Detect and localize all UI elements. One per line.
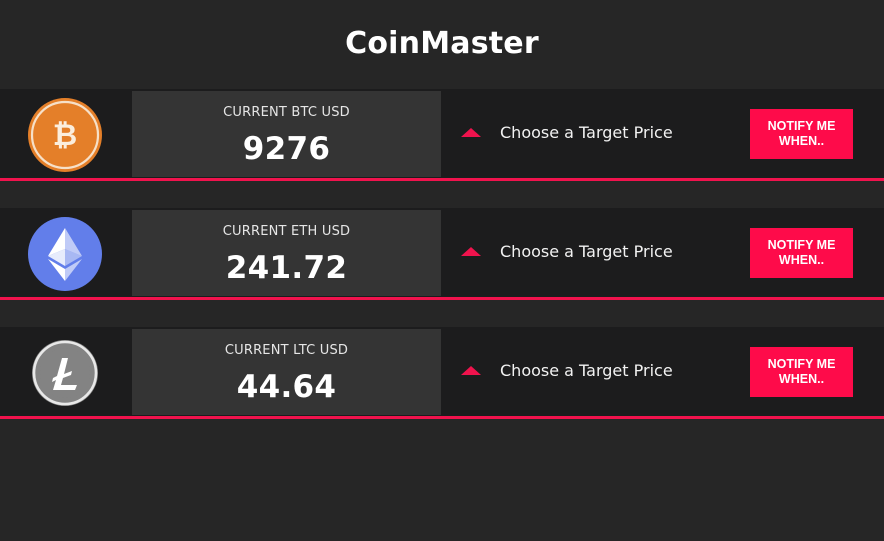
coin-row-eth: CURRENT ETH USD 241.72 Choose a Target P… <box>0 208 884 300</box>
btc-target-price-toggle[interactable]: Choose a Target Price <box>461 123 673 142</box>
coin-row-ltc: CURRENT LTC USD 44.64 Choose a Target Pr… <box>0 327 884 419</box>
ltc-notify-button[interactable]: NOTIFY ME WHEN.. <box>750 347 853 397</box>
ltc-price-box: CURRENT LTC USD 44.64 <box>132 329 441 415</box>
coin-row-btc: ₿ CURRENT BTC USD 9276 Choose a Target P… <box>0 89 884 181</box>
eth-target-price-toggle[interactable]: Choose a Target Price <box>461 242 673 261</box>
btc-price-label: CURRENT BTC USD <box>223 105 350 120</box>
eth-price-label: CURRENT ETH USD <box>222 224 351 239</box>
eth-price-box: CURRENT ETH USD 241.72 <box>132 210 441 296</box>
caret-up-icon <box>461 247 481 256</box>
caret-up-icon <box>461 366 481 375</box>
btc-price-box: CURRENT BTC USD 9276 <box>132 91 441 177</box>
app-title: CoinMaster <box>345 26 539 61</box>
ltc-target-price-toggle[interactable]: Choose a Target Price <box>461 361 673 380</box>
btc-notify-button[interactable]: NOTIFY ME WHEN.. <box>750 109 853 159</box>
ltc-price-value: 44.64 <box>236 369 337 405</box>
svg-text:₿: ₿ <box>53 118 77 153</box>
app-header: CoinMaster <box>0 0 884 89</box>
eth-notify-button[interactable]: NOTIFY ME WHEN.. <box>750 228 853 278</box>
btc-target-text: Choose a Target Price <box>500 123 673 142</box>
bitcoin-icon: ₿ <box>28 98 102 172</box>
eth-price-value: 241.72 <box>225 250 348 286</box>
litecoin-icon <box>28 336 102 410</box>
eth-target-text: Choose a Target Price <box>500 242 673 261</box>
ethereum-icon <box>28 217 102 291</box>
caret-up-icon <box>461 128 481 137</box>
btc-price-value: 9276 <box>242 131 331 167</box>
ltc-price-label: CURRENT LTC USD <box>224 343 349 358</box>
ltc-target-text: Choose a Target Price <box>500 361 673 380</box>
